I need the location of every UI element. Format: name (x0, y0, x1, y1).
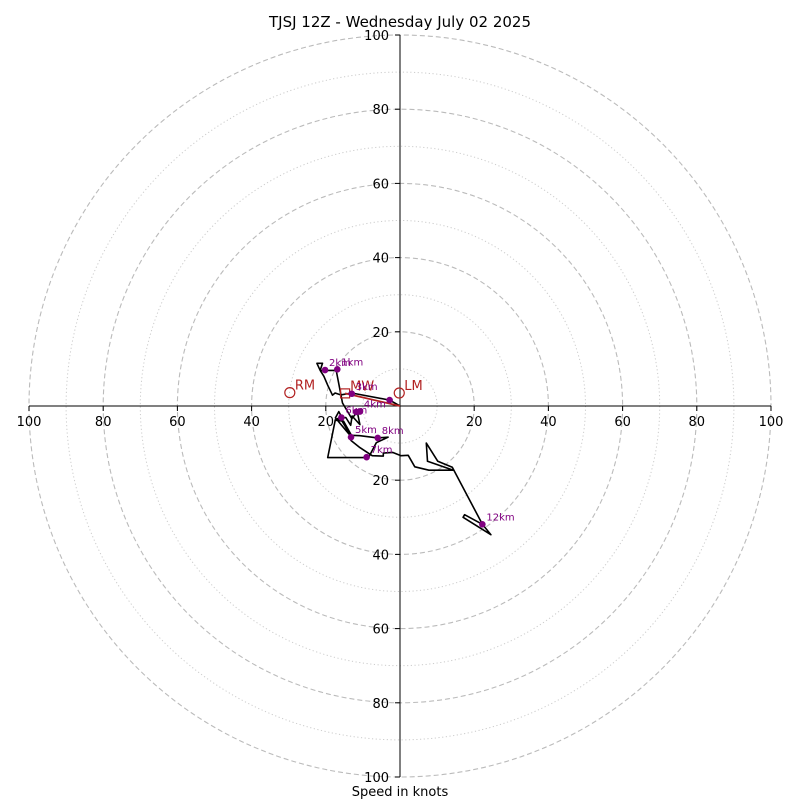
y-tick-label: 20 (372, 474, 389, 489)
y-tick-label: 60 (372, 177, 389, 192)
x-tick-label: 20 (318, 415, 335, 430)
height-marker-label: 1km (341, 357, 363, 368)
x-tick-label: 100 (759, 415, 784, 430)
x-tick-label: 60 (614, 415, 631, 430)
y-tick-label: 100 (364, 29, 389, 44)
x-tick-label: 20 (466, 415, 483, 430)
tick-labels: 100 80 60 40 20 20 40 60 80 100 100 80 60 40 20 20 40 60 8… (17, 29, 784, 786)
x-tick-label: 80 (689, 415, 706, 430)
x-tick-label: 40 (243, 415, 260, 430)
storm-motion-marker (393, 387, 405, 399)
hodograph-trace (316, 362, 492, 536)
x-axis-label: Speed in knots (352, 785, 449, 800)
height-marker-label: 12km (486, 512, 514, 523)
height-marker-label: 7km (371, 445, 393, 456)
y-tick-label: 100 (364, 771, 389, 786)
storm-motion-label: MW (350, 379, 374, 394)
height-marker (374, 434, 382, 442)
height-marker (321, 366, 329, 374)
storm-motion-marker (284, 387, 296, 399)
y-tick-label: 60 (372, 623, 389, 638)
x-tick-label: 60 (169, 415, 186, 430)
hodograph-trace-group (316, 362, 492, 536)
height-marker-label: 4km (364, 400, 386, 411)
x-tick-label: 40 (540, 415, 557, 430)
y-tick-label: 40 (372, 252, 389, 267)
height-marker-label: 2km (329, 358, 351, 369)
height-marker-label: 8km (382, 426, 404, 437)
height-marker (347, 433, 355, 441)
height-marker (479, 521, 486, 528)
y-tick-label: 80 (372, 697, 389, 712)
y-tick-label: 40 (372, 548, 389, 563)
storm-motion-label: RM (295, 379, 315, 394)
height-marker (334, 365, 341, 373)
height-marker (338, 414, 345, 421)
height-marker (348, 390, 356, 398)
height-marker (386, 396, 393, 404)
chart-title: TJSJ 12Z - Wednesday July 02 2025 (268, 13, 531, 31)
y-tick-label: 80 (372, 103, 389, 118)
storm-motion-label: LM (404, 379, 422, 394)
height-markers: 1km2km3km4km5km6km7km8km12km (321, 357, 515, 528)
height-marker-label: 5km (355, 425, 377, 436)
x-tick-label: 80 (95, 415, 112, 430)
x-tick-label: 100 (17, 415, 42, 430)
height-marker (352, 408, 360, 416)
height-marker (363, 453, 370, 461)
y-tick-label: 20 (372, 326, 389, 341)
height-marker-label: 3km (356, 382, 378, 393)
